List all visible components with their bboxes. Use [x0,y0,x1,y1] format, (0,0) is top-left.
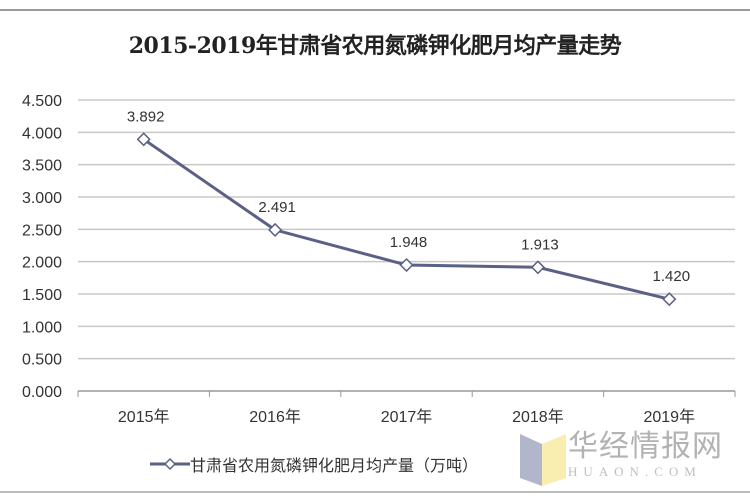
x-tick-label: 2016年 [249,408,301,426]
y-tick-label: 4.000 [22,125,62,142]
data-point [662,292,677,307]
legend: 甘肃省农用氮磷钾化肥月均产量（万吨） [150,452,478,476]
data-label: 2.491 [258,199,296,216]
x-tick-label: 2019年 [643,408,695,426]
y-tick-label: 4.500 [22,93,62,110]
data-point [136,132,151,147]
x-tick-label: 2015年 [118,408,170,426]
y-tick-label: 2.500 [22,222,62,239]
y-tick-label: 3.000 [22,190,62,207]
data-label: 1.913 [521,236,559,253]
x-tick-label: 2017年 [381,408,433,426]
data-point [399,257,414,273]
logo-icon [520,434,566,486]
data-point [268,222,283,237]
chart-title: 2015-2019年甘肃省农用氮磷钾化肥月均产量走势 [128,33,622,59]
legend-label: 甘肃省农用氮磷钾化肥月均产量（万吨） [190,456,479,475]
data-point [530,260,545,275]
watermark-logo: 华经情报网 HUAON.COM [518,430,723,486]
y-tick-label: 1.000 [22,319,62,336]
watermark-sub: HUAON.COM [568,464,702,479]
data-label: 3.892 [127,108,165,125]
y-tick-label: 0.000 [22,384,62,401]
watermark-text: 华经情报网 [568,429,723,464]
y-tick-label: 1.500 [22,287,62,304]
data-label: 1.420 [653,268,691,285]
y-tick-label: 0.500 [22,352,62,369]
legend-marker-icon [150,457,190,471]
series-line [142,138,670,301]
data-label: 1.948 [390,234,428,251]
x-tick-label: 2018年 [512,408,564,426]
y-tick-label: 3.500 [22,158,62,175]
y-tick-label: 2.000 [22,255,62,272]
